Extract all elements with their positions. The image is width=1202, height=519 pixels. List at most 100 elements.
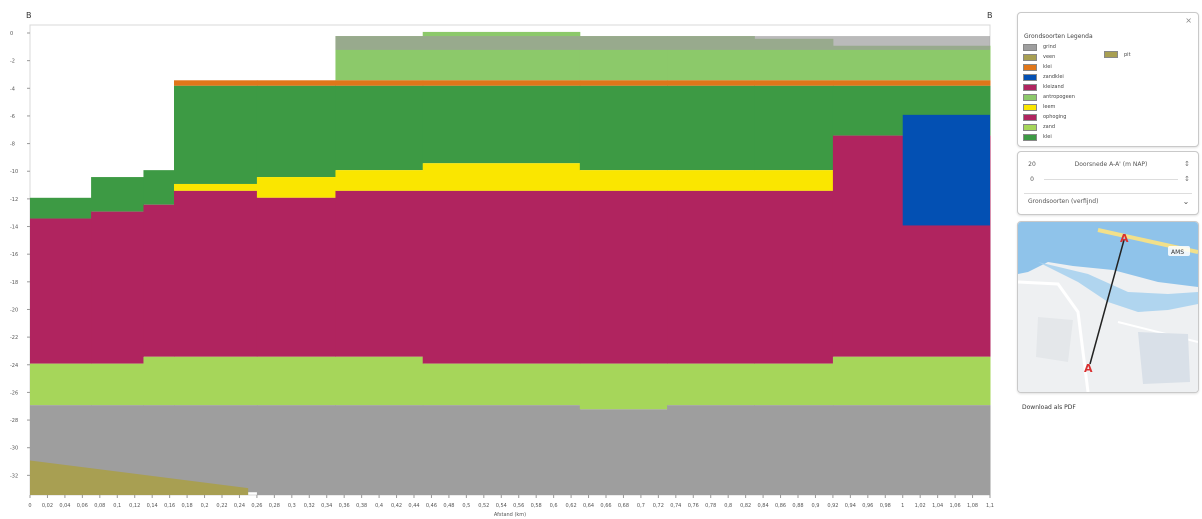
- layer-grind: [832, 405, 991, 495]
- x-tick-label: 0,84: [758, 503, 769, 509]
- layer-ophoging: [579, 80, 668, 86]
- cross-section-svg: 0 -2 -4 -6 -8 -10 -12 -14 -16 -18 -20 -22 -24 -26 -28 -…: [10, 11, 994, 518]
- y-tick-label: -18: [10, 280, 18, 286]
- x-tick-label: 0,04: [59, 503, 70, 509]
- stepper-icon[interactable]: ↕: [1184, 160, 1190, 168]
- layer-grind: [256, 405, 336, 495]
- layer-kleizand: [422, 190, 581, 364]
- x-tick-label: 0,42: [391, 503, 402, 509]
- layer-klei: [754, 85, 834, 171]
- depth-bottom-value[interactable]: 0: [1030, 175, 1034, 183]
- map-road-2: [1018, 280, 1090, 392]
- legend-item: zand: [1023, 123, 1055, 131]
- x-tick-label: 1,02: [915, 503, 926, 509]
- legend-item: leem: [1023, 103, 1055, 111]
- layer-klei: [30, 197, 92, 219]
- location-map[interactable]: A A AMS: [1017, 221, 1199, 393]
- depth-slider[interactable]: [1044, 178, 1178, 180]
- legend-item: zandklei: [1023, 73, 1064, 81]
- legend-item: klei: [1023, 63, 1052, 71]
- x-tick-label: 0,36: [339, 503, 350, 509]
- legend-label: klei: [1043, 134, 1052, 140]
- map-label-box: [1168, 246, 1190, 256]
- x-tick-label: 0,6: [550, 503, 558, 509]
- x-tick-label: 0,82: [740, 503, 751, 509]
- x-tick-label: 0,12: [129, 503, 140, 509]
- x-tick-label: 0,18: [182, 503, 193, 509]
- legend-item: ophoging: [1023, 113, 1066, 121]
- x-tick-label: 0,5: [462, 503, 470, 509]
- y-tick-label: -26: [10, 390, 18, 396]
- layer-ophoging: [832, 80, 991, 86]
- y-tick-label: -28: [10, 418, 18, 424]
- layer-leem: [335, 170, 424, 191]
- layer-leem: [754, 170, 834, 191]
- x-tick-label: 0,9: [811, 503, 819, 509]
- x-tick-label: 0,66: [600, 503, 611, 509]
- layer-zand: [174, 356, 258, 406]
- y-tick-label: -12: [10, 197, 18, 203]
- layer-klei: [579, 85, 668, 171]
- layer-zand: [30, 363, 92, 406]
- layer-leem: [667, 170, 755, 191]
- x-tick-label: 0,28: [269, 503, 280, 509]
- legend-swatch: [1023, 93, 1037, 101]
- map-water-inlet: [1038, 262, 1198, 312]
- depth-control-row-2: 0 ↕: [1024, 173, 1192, 185]
- layer-klei: [422, 85, 581, 164]
- y-tick-label: -10: [10, 169, 18, 175]
- x-tick-label: 0,16: [164, 503, 175, 509]
- layer-kleizand: [579, 190, 668, 364]
- legend-panel: × Grondsoorten Legenda grind veen klei zand…: [1017, 12, 1199, 147]
- x-tick-label: 0,46: [426, 503, 437, 509]
- legend-label: grind: [1043, 44, 1056, 50]
- x-tick-label: 0,94: [845, 503, 856, 509]
- legend-swatch: [1023, 73, 1037, 81]
- layer-grind: [422, 405, 581, 495]
- layer-zand: [422, 363, 581, 406]
- map-svg[interactable]: A A AMS: [1018, 222, 1198, 392]
- layer-zand: [754, 363, 834, 406]
- layer-zand: [667, 363, 755, 406]
- legend-swatch: [1023, 43, 1037, 51]
- legend-swatch: [1023, 83, 1037, 91]
- y-tick-label: -30: [10, 446, 18, 452]
- x-tick-label: 0,98: [880, 503, 891, 509]
- legend-label: klei: [1043, 64, 1052, 70]
- layer-kleizand: [91, 211, 144, 364]
- controls-panel: 20 Doorsnede A-A' (m NAP) ↕ 0 ↕ Grondsoo…: [1017, 151, 1199, 215]
- layer-ophoging: [754, 80, 834, 86]
- legend-item: klei: [1023, 133, 1052, 141]
- legend-label: ophoging: [1043, 114, 1067, 120]
- layer-leem: [579, 170, 668, 191]
- y-tick-label: 0: [10, 31, 13, 37]
- y-tick-label: -22: [10, 335, 18, 341]
- legend-swatch: [1023, 103, 1037, 111]
- map-route-line: [1089, 239, 1125, 365]
- legend-title: Grondsoorten Legenda: [1024, 33, 1093, 40]
- layer-type-select[interactable]: Grondsoorten (verfijnd) ⌄: [1024, 193, 1192, 208]
- cross-section-chart: 0 -2 -4 -6 -8 -10 -12 -14 -16 -18 -20 -22 -24 -26 -28 -…: [10, 11, 994, 518]
- depth-top-value[interactable]: 20: [1028, 160, 1036, 168]
- layer-zand: [335, 356, 424, 406]
- download-pdf-link[interactable]: Download als PDF: [1022, 404, 1076, 411]
- layer-kleizand: [143, 204, 175, 357]
- layer-zand: [91, 363, 144, 406]
- map-marker-end: A: [1084, 362, 1093, 375]
- legend-item: antropogeen: [1023, 93, 1075, 101]
- x-tick-label: 0,06: [77, 503, 88, 509]
- stepper-icon[interactable]: ↕: [1184, 175, 1190, 183]
- layer-kleizand: [30, 218, 92, 364]
- x-tick-label: 0,62: [566, 503, 577, 509]
- layer-water: [335, 36, 990, 50]
- x-tick-label: 0,76: [688, 503, 699, 509]
- x-tick-label: 0,02: [42, 503, 53, 509]
- x-tick-label: 0,14: [147, 503, 158, 509]
- legend-swatch: [1023, 133, 1037, 141]
- x-tick-label: 0,72: [653, 503, 664, 509]
- layer-leem: [174, 183, 258, 191]
- close-icon[interactable]: ×: [1185, 16, 1192, 25]
- layer-zand: [256, 356, 336, 406]
- x-tick-label: 0,78: [705, 503, 716, 509]
- x-tick-label: 0,58: [531, 503, 542, 509]
